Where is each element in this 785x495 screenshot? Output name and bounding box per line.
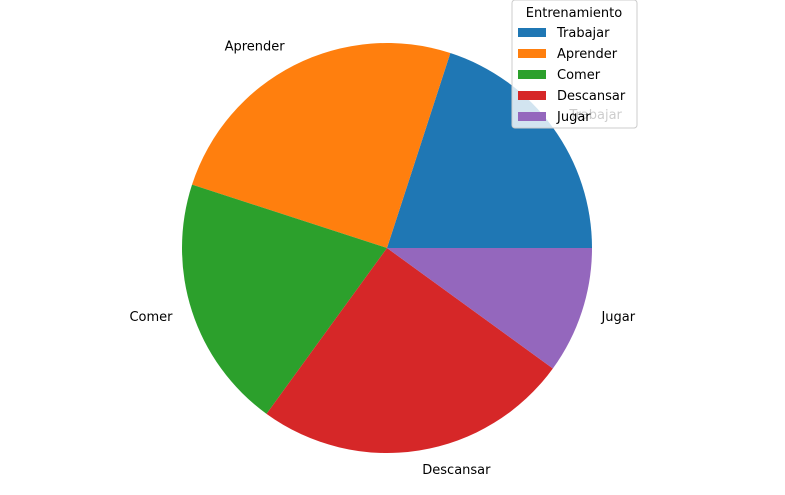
legend: Entrenamiento Trabajar Aprender Comer Desca… [511, 0, 638, 129]
legend-label-jugar: Jugar [556, 110, 591, 125]
pie-slice-descansar [266, 248, 553, 453]
slice-label-jugar: Jugar [600, 310, 635, 325]
slice-label-aprender: Aprender [225, 40, 286, 55]
slice-label-comer: Comer [129, 310, 173, 325]
pie-slice-aprender [192, 43, 451, 249]
legend-label-comer: Comer [557, 68, 601, 83]
legend-title: Entrenamiento [526, 6, 622, 21]
legend-label-aprender: Aprender [557, 47, 618, 62]
legend-swatch-trabajar [518, 28, 546, 37]
pie-slice-trabajar [387, 53, 592, 248]
legend-swatch-comer [518, 70, 546, 79]
legend-label-trabajar: Trabajar [556, 26, 610, 41]
pie-slice-jugar [387, 248, 592, 369]
legend-swatch-aprender [518, 49, 546, 58]
pie-slice-comer [182, 184, 387, 414]
legend-label-descansar: Descansar [557, 89, 626, 104]
slice-label-descansar: Descansar [422, 463, 491, 478]
legend-swatch-descansar [518, 91, 546, 100]
pie-slices [182, 43, 592, 453]
legend-entries: Trabajar Aprender Comer Descansar Jugar [518, 26, 626, 125]
legend-swatch-jugar [518, 112, 546, 121]
